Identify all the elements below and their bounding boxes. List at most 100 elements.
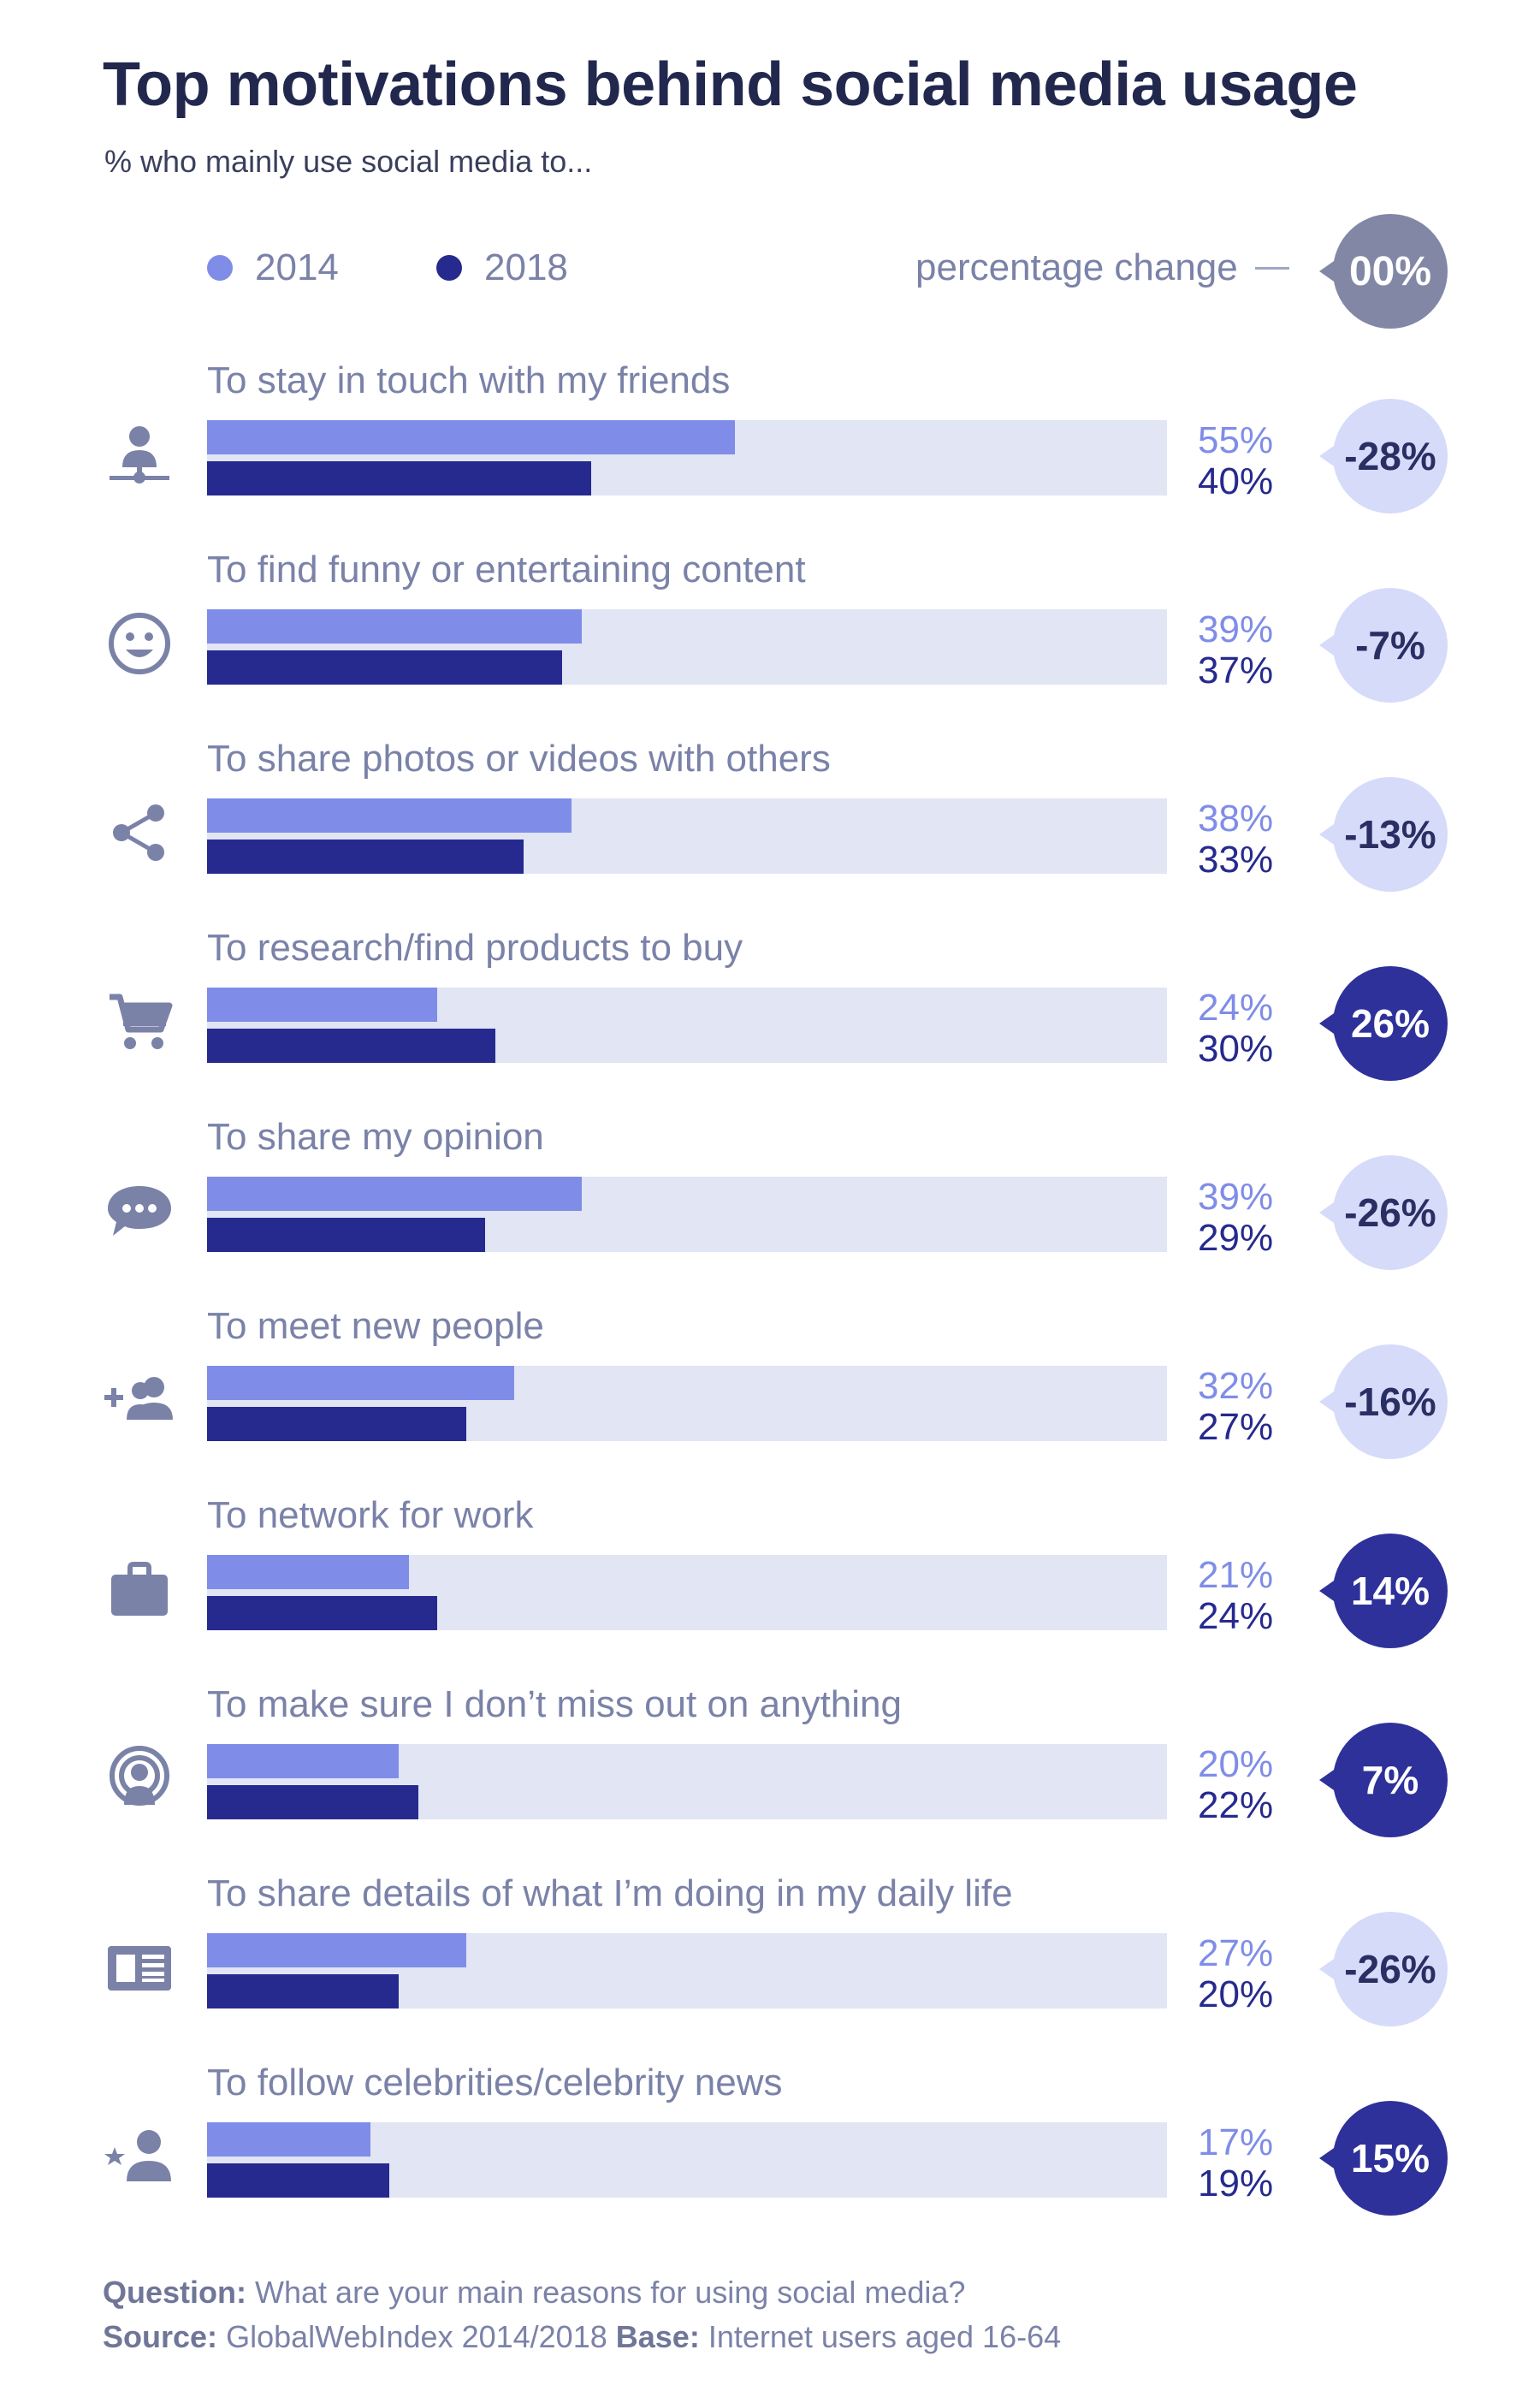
percentage-change-label: 7% <box>1361 1758 1419 1802</box>
percentage-change-badge: -13% <box>1319 777 1448 892</box>
bar-2014 <box>207 1555 409 1589</box>
value-label-2018: 24% <box>1198 1595 1274 1637</box>
bar-2014 <box>207 609 582 644</box>
shopping-cart-icon <box>103 985 176 1059</box>
category-label: To make sure I don’t miss out on anythin… <box>207 1683 902 1725</box>
value-label-2014: 38% <box>1198 798 1274 840</box>
chat-bubble-icon <box>103 1174 176 1248</box>
percentage-change-label: -16% <box>1344 1380 1436 1424</box>
bar-2018 <box>207 650 562 685</box>
value-label-2014: 39% <box>1198 608 1274 650</box>
value-label-2018: 29% <box>1198 1217 1274 1259</box>
bar-2018 <box>207 1218 485 1252</box>
chart-row: To research/find products to buy 24% 30% 26… <box>0 927 1540 1115</box>
bar-track <box>207 1555 1167 1630</box>
chart-row: To share photos or videos with others 38%… <box>0 738 1540 926</box>
category-label: To share photos or videos with others <box>207 738 831 780</box>
category-label: To network for work <box>207 1494 534 1536</box>
bar-2014 <box>207 1744 399 1778</box>
legend-dash <box>1254 266 1289 270</box>
bar-2014 <box>207 420 735 454</box>
legend-percentage-change: percentage change <box>915 246 1301 289</box>
footer-question-label: Question: <box>103 2275 246 2310</box>
footer-source-label: Source: <box>103 2319 218 2354</box>
bar-2014 <box>207 1177 582 1211</box>
bar-2018 <box>207 1974 399 2008</box>
bar-track <box>207 2122 1167 2198</box>
legend-swatch-2018 <box>436 255 462 281</box>
smiley-face-icon <box>103 607 176 680</box>
chart-row: To share my opinion 39% 29% -26% <box>0 1116 1540 1304</box>
chart-subtitle: % who mainly use social media to... <box>104 144 593 179</box>
chart-row: To meet new people 32% 27% -16% <box>0 1305 1540 1493</box>
bar-2014 <box>207 798 572 833</box>
bar-2018 <box>207 1029 495 1063</box>
legend-change-example: 00% <box>1348 248 1432 294</box>
value-label-2014: 24% <box>1198 987 1274 1029</box>
value-label-2018: 30% <box>1198 1028 1274 1070</box>
bar-2014 <box>207 988 437 1022</box>
bar-track <box>207 420 1167 495</box>
footer-question-text: What are your main reasons for using soc… <box>255 2275 966 2310</box>
bar-2018 <box>207 1596 437 1630</box>
percentage-change-label: 14% <box>1350 1569 1430 1613</box>
value-label-2014: 55% <box>1198 419 1274 461</box>
legend-label-2018: 2018 <box>484 246 568 288</box>
chart-row: To make sure I don’t miss out on anythin… <box>0 1683 1540 1872</box>
value-label-2014: 21% <box>1198 1554 1274 1596</box>
footer-source-text: GlobalWebIndex 2014/2018 <box>226 2319 607 2354</box>
percentage-change-label: -28% <box>1344 434 1436 478</box>
percentage-change-label: 26% <box>1350 1001 1430 1046</box>
category-label: To share my opinion <box>207 1116 544 1158</box>
share-icon <box>103 796 176 869</box>
value-label-2014: 20% <box>1198 1743 1274 1785</box>
bar-track <box>207 988 1167 1063</box>
bar-track <box>207 1933 1167 2008</box>
category-label: To find funny or entertaining content <box>207 549 806 590</box>
footer-base-label: Base: <box>615 2319 700 2354</box>
value-label-2018: 33% <box>1198 839 1274 881</box>
percentage-change-badge: -7% <box>1319 588 1448 703</box>
value-label-2018: 22% <box>1198 1784 1274 1826</box>
person-network-icon <box>103 418 176 491</box>
percentage-change-badge: 26% <box>1319 966 1448 1081</box>
value-label-2018: 20% <box>1198 1973 1274 2015</box>
percentage-change-badge: -26% <box>1319 1912 1448 2026</box>
chart-row: To share details of what I’m doing in my… <box>0 1872 1540 2061</box>
celebrity-star-person-icon <box>103 2120 176 2193</box>
bar-2014 <box>207 2122 370 2157</box>
footer-base-text: Internet users aged 16-64 <box>708 2319 1062 2354</box>
percentage-change-badge: -28% <box>1319 399 1448 513</box>
chart-row: To find funny or entertaining content 39%… <box>0 549 1540 737</box>
percentage-change-badge: 7% <box>1319 1723 1448 1837</box>
value-label-2014: 39% <box>1198 1176 1274 1218</box>
category-label: To stay in touch with my friends <box>207 359 731 401</box>
legend-swatch-2014 <box>207 255 233 281</box>
percentage-change-label: -26% <box>1344 1190 1436 1235</box>
percentage-change-label: -26% <box>1344 1947 1436 1991</box>
category-label: To share details of what I’m doing in my… <box>207 1872 1013 1914</box>
legend-item-2014: 2014 <box>207 246 339 289</box>
percentage-change-label: 15% <box>1350 2136 1430 2180</box>
percentage-change-badge: -26% <box>1319 1155 1448 1270</box>
category-label: To meet new people <box>207 1305 544 1347</box>
bar-track <box>207 1744 1167 1819</box>
category-label: To research/find products to buy <box>207 927 743 969</box>
bar-track <box>207 1177 1167 1252</box>
bar-2018 <box>207 2163 389 2198</box>
legend-change-badge: 00% <box>1319 214 1448 329</box>
value-label-2018: 27% <box>1198 1406 1274 1448</box>
percentage-change-badge: -16% <box>1319 1344 1448 1459</box>
footer-source: Source: GlobalWebIndex 2014/2018 Base: I… <box>103 2319 1061 2355</box>
percentage-change-label: -13% <box>1344 812 1436 857</box>
bar-track <box>207 609 1167 685</box>
legend-item-2018: 2018 <box>436 246 568 289</box>
bar-2014 <box>207 1366 514 1400</box>
bar-track <box>207 1366 1167 1441</box>
bar-2018 <box>207 1407 466 1441</box>
value-label-2014: 32% <box>1198 1365 1274 1407</box>
value-label-2018: 40% <box>1198 460 1274 502</box>
legend-label-2014: 2014 <box>255 246 339 288</box>
bar-2018 <box>207 461 591 495</box>
chart-row: To stay in touch with my friends 55% 40% -2… <box>0 359 1540 548</box>
